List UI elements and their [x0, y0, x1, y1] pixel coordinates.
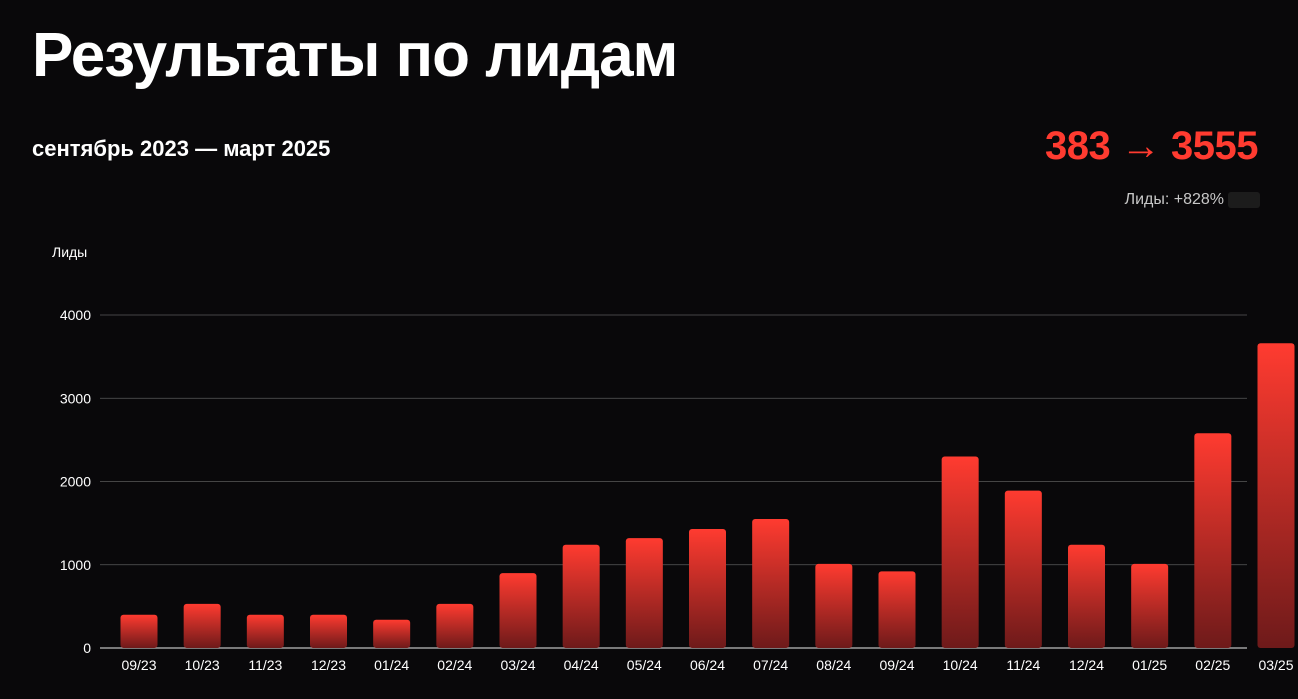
bar-04-24 [562, 544, 600, 648]
kpi-value: 383 → 3555 [1045, 124, 1258, 168]
bar-12-24 [1068, 544, 1105, 648]
x-tick-label: 12/24 [1069, 657, 1104, 673]
y-axis-label: Лиды [52, 244, 87, 260]
x-tick-label: 02/25 [1195, 657, 1230, 673]
bar-03-25 [1257, 343, 1295, 648]
x-tick-label: 11/23 [248, 657, 282, 673]
x-tick-label: 03/25 [1258, 657, 1293, 673]
bar-11-24 [1004, 490, 1042, 648]
bar-08-24 [815, 563, 853, 648]
x-tick-label: 03/24 [500, 657, 535, 673]
bar-07-24 [752, 518, 790, 648]
bar-05-24 [625, 538, 663, 648]
bar-03-24 [499, 573, 537, 648]
x-tick-label: 04/24 [564, 657, 599, 673]
x-tick-label: 01/25 [1132, 657, 1167, 673]
period-subtitle: сентябрь 2023 — март 2025 [32, 136, 331, 161]
bar-10-24 [941, 456, 979, 648]
y-tick-label: 4000 [60, 307, 91, 323]
kpi-growth-note: Лиды: +828% [1124, 191, 1224, 208]
y-tick-label: 1000 [60, 557, 91, 573]
x-tick-label: 06/24 [690, 657, 725, 673]
bar-09-23 [120, 614, 158, 648]
y-tick-label: 3000 [60, 390, 91, 406]
x-tick-label: 07/24 [753, 657, 788, 673]
x-tick-label: 09/24 [879, 657, 914, 673]
x-tick-label: 02/24 [437, 657, 472, 673]
x-tick-label: 10/24 [943, 657, 978, 673]
x-tick-label: 08/24 [816, 657, 851, 673]
x-tick-label: 05/24 [627, 657, 662, 673]
x-tick-label: 09/23 [121, 657, 156, 673]
bar-11-23 [246, 614, 284, 648]
bar-06-24 [689, 528, 726, 648]
page-title: Результаты по лидам [32, 21, 678, 90]
bar-02-24 [436, 603, 474, 648]
bar-10-23 [183, 603, 221, 648]
bar-01-25 [1131, 563, 1169, 648]
x-tick-label: 01/24 [374, 657, 409, 673]
x-tick-label: 12/23 [311, 657, 346, 673]
bar-12-23 [310, 614, 347, 648]
x-tick-label: 10/23 [185, 657, 220, 673]
bar-layer [120, 343, 1295, 648]
x-tick-label: 11/24 [1006, 657, 1040, 673]
redacted-mark [1228, 192, 1260, 208]
leads-bar-chart: Лиды 0 1000 2000 3000 4000 09/23 10/23 11/23 12… [52, 244, 1295, 673]
x-tick-labels: 09/23 10/23 11/23 12/23 01/24 02/24 03/24 04/24… [121, 657, 1293, 673]
bar-02-25 [1194, 433, 1232, 648]
y-tick-label: 0 [83, 640, 91, 656]
y-tick-label: 2000 [60, 474, 91, 490]
grid-layer: 0 1000 2000 3000 4000 [60, 307, 1247, 656]
bar-09-24 [878, 571, 916, 648]
bar-01-24 [373, 619, 411, 648]
